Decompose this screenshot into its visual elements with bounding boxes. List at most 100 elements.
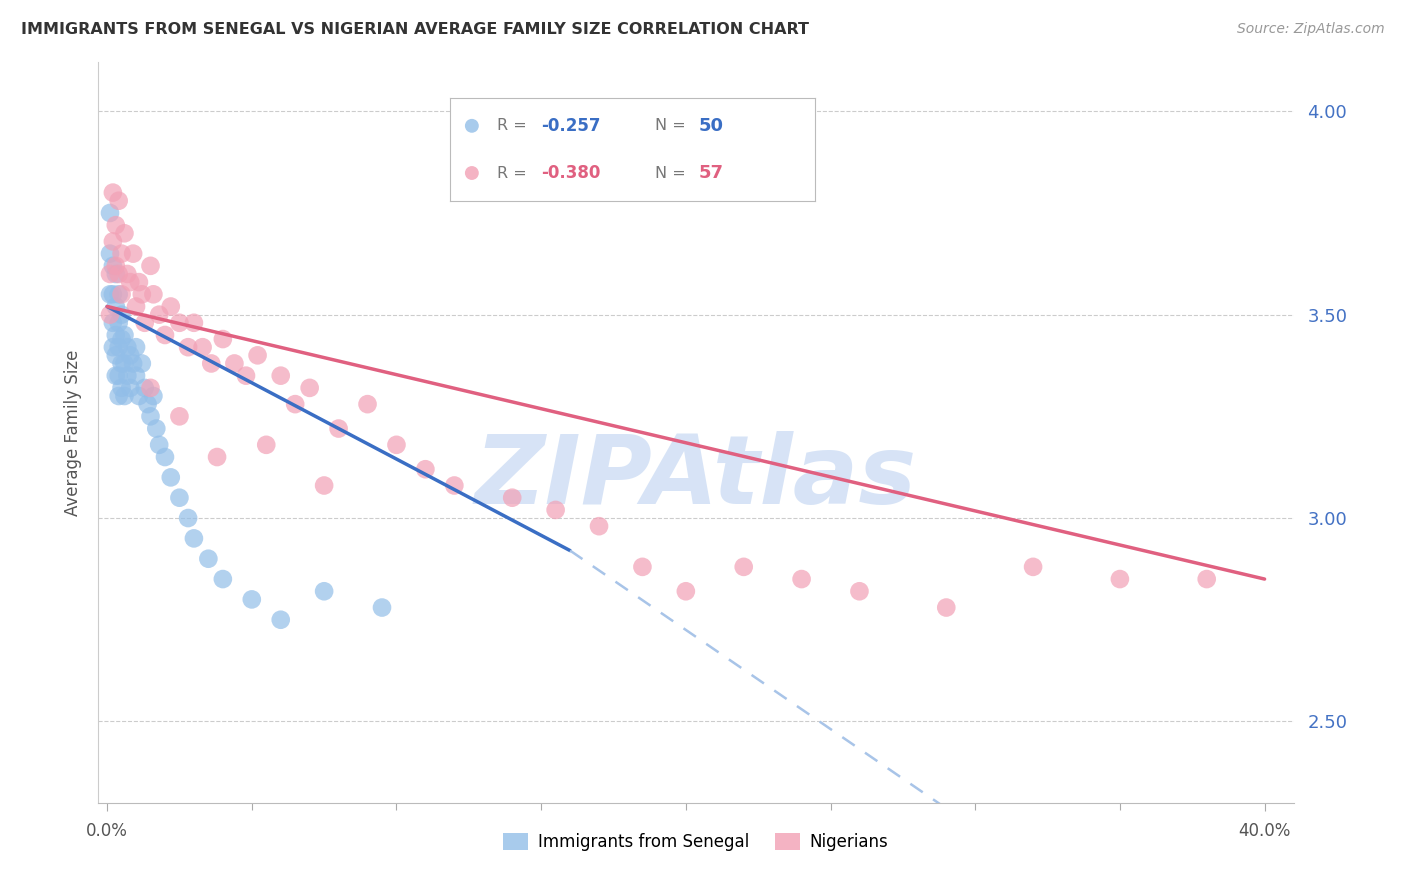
Point <box>200 356 222 370</box>
Text: N =: N = <box>655 119 690 133</box>
Point <box>371 600 394 615</box>
Point <box>211 572 233 586</box>
Point <box>159 300 181 314</box>
Point <box>120 275 142 289</box>
Point <box>101 287 124 301</box>
Point <box>169 316 191 330</box>
Point <box>107 340 129 354</box>
Point <box>104 328 127 343</box>
Point <box>501 491 523 505</box>
Point <box>139 409 162 424</box>
Point <box>284 397 307 411</box>
Text: -0.380: -0.380 <box>541 164 600 182</box>
Point <box>790 572 813 586</box>
Point <box>588 519 610 533</box>
Point <box>159 470 181 484</box>
Point <box>104 267 127 281</box>
Text: -0.257: -0.257 <box>541 117 600 135</box>
Point <box>298 381 321 395</box>
Point <box>104 259 127 273</box>
Point <box>98 267 121 281</box>
Point <box>98 206 121 220</box>
Point <box>328 421 350 435</box>
Point <box>98 246 121 260</box>
Point <box>675 584 697 599</box>
Point <box>183 316 205 330</box>
Point <box>125 340 148 354</box>
Point <box>142 287 165 301</box>
Point <box>110 381 132 395</box>
Point <box>117 267 139 281</box>
Point <box>117 340 139 354</box>
Point <box>117 368 139 383</box>
Point <box>1022 559 1045 574</box>
Point <box>114 389 136 403</box>
Point <box>120 381 142 395</box>
Point <box>314 478 336 492</box>
Point <box>114 356 136 370</box>
Point <box>107 267 129 281</box>
Point <box>122 246 145 260</box>
Point <box>235 368 257 383</box>
Point <box>98 287 121 301</box>
Point <box>148 438 170 452</box>
Point <box>128 275 150 289</box>
Point <box>107 287 129 301</box>
Point <box>110 332 132 346</box>
Legend: Immigrants from Senegal, Nigerians: Immigrants from Senegal, Nigerians <box>496 826 896 857</box>
Point <box>191 340 214 354</box>
Point <box>935 600 957 615</box>
Point <box>122 356 145 370</box>
Point <box>139 259 162 273</box>
Point <box>1195 572 1218 586</box>
Point <box>183 532 205 546</box>
Point <box>131 287 153 301</box>
Text: ZIPAtlas: ZIPAtlas <box>475 431 917 524</box>
Point <box>136 397 159 411</box>
Text: 50: 50 <box>699 117 724 135</box>
Point <box>461 119 484 133</box>
Point <box>356 397 378 411</box>
Point <box>197 551 219 566</box>
Point <box>169 409 191 424</box>
Text: N =: N = <box>655 166 690 180</box>
Text: R =: R = <box>498 119 533 133</box>
Point <box>110 308 132 322</box>
Point <box>139 381 162 395</box>
Point <box>270 613 292 627</box>
Point <box>107 389 129 403</box>
Point <box>733 559 755 574</box>
Point <box>98 308 121 322</box>
Point <box>128 389 150 403</box>
Point <box>544 503 567 517</box>
Point <box>169 491 191 505</box>
Point <box>107 368 129 383</box>
Point <box>246 348 269 362</box>
Point <box>205 450 228 464</box>
Point <box>145 421 167 435</box>
Point <box>443 478 465 492</box>
Y-axis label: Average Family Size: Average Family Size <box>63 350 82 516</box>
Point <box>131 356 153 370</box>
Text: IMMIGRANTS FROM SENEGAL VS NIGERIAN AVERAGE FAMILY SIZE CORRELATION CHART: IMMIGRANTS FROM SENEGAL VS NIGERIAN AVER… <box>21 22 808 37</box>
Point <box>110 287 132 301</box>
Point <box>314 584 336 599</box>
Point <box>224 356 246 370</box>
Point <box>101 340 124 354</box>
Point <box>104 218 127 232</box>
Point <box>110 246 132 260</box>
Point <box>415 462 437 476</box>
Point <box>211 332 233 346</box>
Point <box>107 194 129 208</box>
Point <box>631 559 654 574</box>
Text: Source: ZipAtlas.com: Source: ZipAtlas.com <box>1237 22 1385 37</box>
Point <box>385 438 408 452</box>
Point <box>848 584 870 599</box>
Point <box>142 389 165 403</box>
Text: R =: R = <box>498 166 533 180</box>
Point <box>101 235 124 249</box>
Point <box>114 227 136 241</box>
Point <box>114 328 136 343</box>
Point <box>101 259 124 273</box>
Point <box>134 316 156 330</box>
